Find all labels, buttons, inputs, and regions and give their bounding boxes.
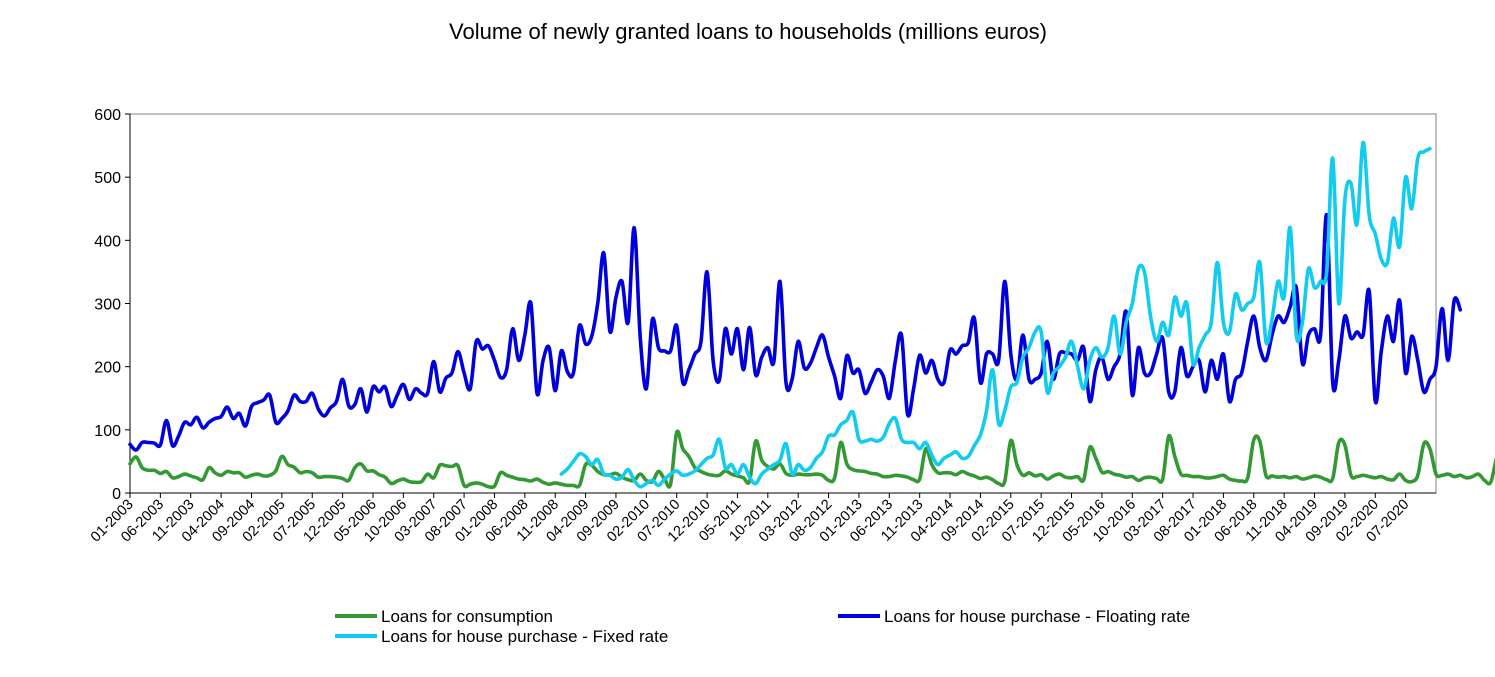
- legend-label: Loans for consumption: [381, 607, 553, 626]
- y-tick-label: 500: [94, 170, 121, 187]
- series-group: [128, 140, 1495, 490]
- legend-item-floating-rate: Loans for house purchase - Floating rate: [838, 607, 1190, 626]
- y-tick-label: 200: [94, 360, 121, 377]
- y-tick-label: 400: [94, 233, 121, 250]
- legend-item-consumption: Loans for consumption: [335, 607, 553, 626]
- series-line-consumption: [128, 429, 1495, 490]
- series-line-fixed-rate: [559, 140, 1432, 489]
- legend: Loans for consumption Loans for house pur…: [335, 607, 1190, 646]
- legend-label: Loans for house purchase - Fixed rate: [381, 627, 668, 646]
- legend-item-fixed-rate: Loans for house purchase - Fixed rate: [335, 627, 668, 646]
- legend-label: Loans for house purchase - Floating rate: [884, 607, 1190, 626]
- y-tick-label: 100: [94, 423, 121, 440]
- y-tick-label: 300: [94, 297, 121, 314]
- chart-title: Volume of newly granted loans to househo…: [449, 19, 1047, 44]
- y-tick-label: 0: [112, 486, 121, 503]
- y-tick-label: 600: [94, 107, 121, 124]
- series-line-floating-rate: [128, 213, 1463, 452]
